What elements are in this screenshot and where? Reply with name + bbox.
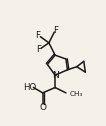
Text: F: F	[36, 44, 41, 54]
Text: N: N	[52, 71, 59, 80]
Text: CH₃: CH₃	[70, 91, 83, 97]
Text: F: F	[53, 26, 58, 35]
Text: F: F	[36, 31, 41, 40]
Text: HO: HO	[23, 83, 36, 92]
Text: O: O	[40, 103, 47, 112]
